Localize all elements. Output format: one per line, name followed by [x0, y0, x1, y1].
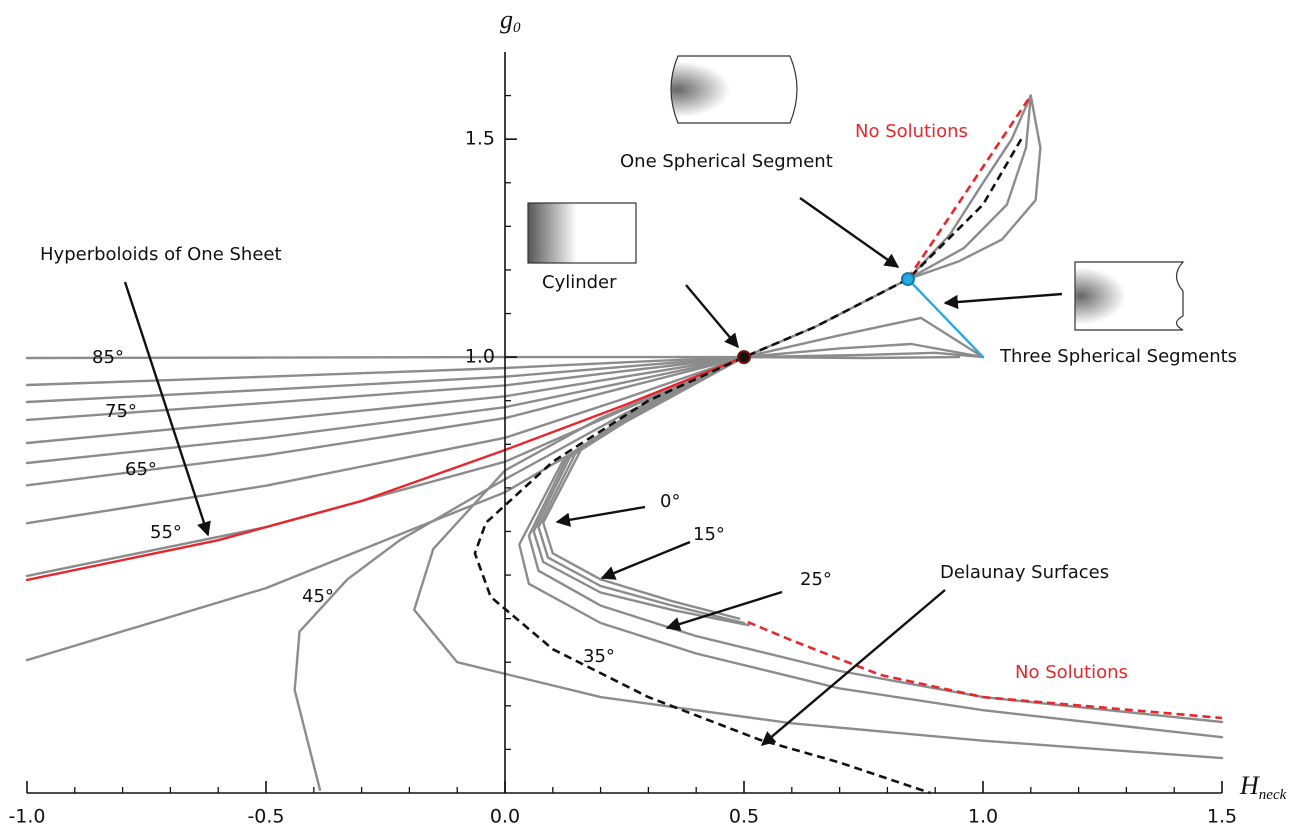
- y-axis-label-sub: 0: [513, 20, 521, 36]
- annotation: 75°: [105, 401, 137, 422]
- annotation: Cylinder: [542, 272, 617, 293]
- annotation: 85°: [92, 347, 124, 368]
- annotation: Delaunay Surfaces: [940, 562, 1109, 583]
- annotation: One Spherical Segment: [620, 151, 833, 172]
- marker-point: [738, 351, 750, 363]
- x-axis-label-main: H: [1239, 771, 1260, 800]
- annotation: 0°: [660, 491, 680, 512]
- annotation: No Solutions: [855, 121, 968, 142]
- annotation-arrow: [686, 285, 738, 347]
- x-axis-label-sub: neck: [1259, 787, 1287, 803]
- annotation: 35°: [583, 646, 615, 667]
- x-tick-label: 1.0: [968, 806, 998, 828]
- annotation-arrow: [602, 542, 690, 578]
- icons: [528, 56, 1183, 330]
- annotation: 25°: [800, 569, 832, 590]
- y-tick-label: 1.5: [465, 128, 495, 150]
- y-axis-label-main: g: [500, 5, 513, 34]
- curve: [27, 357, 744, 358]
- annotation: 45°: [302, 586, 334, 607]
- annotation-arrow: [762, 590, 945, 745]
- annotation-arrow: [557, 507, 645, 522]
- annotation: 55°: [150, 522, 182, 543]
- annotation-arrow: [667, 592, 782, 628]
- x-tick-label: 1.5: [1207, 806, 1237, 828]
- curve: [295, 357, 744, 790]
- annotation-arrow: [800, 198, 898, 267]
- x-tick-label: -1.0: [8, 806, 45, 828]
- y-tick-label: 1.0: [465, 346, 495, 368]
- icon-cylinder: [528, 203, 636, 263]
- curve: [744, 357, 959, 358]
- x-axis-label: Hneck: [1239, 771, 1287, 803]
- chart: -1.0 -0.5 0.0 0.5 1.0 1.5 1.0 1.5 g0 Hneck Hype…: [0, 0, 1304, 831]
- annotation: No Solutions: [1015, 662, 1128, 683]
- annotation: 15°: [693, 524, 725, 545]
- annotation: Three Spherical Segments: [999, 346, 1237, 367]
- x-tick-label: 0.5: [729, 806, 759, 828]
- x-tick-label: -0.5: [247, 806, 284, 828]
- annotation: 65°: [125, 459, 157, 480]
- curve: [539, 357, 745, 623]
- x-tick-label: 0.0: [490, 806, 520, 828]
- marker-point: [902, 273, 914, 285]
- y-axis-label: g0: [500, 5, 521, 36]
- icon-three-segments: [1075, 262, 1183, 330]
- curve: [748, 622, 1222, 718]
- icon-one-segment: [671, 56, 797, 123]
- annotation: Hyperboloids of One Sheet: [40, 244, 282, 265]
- annotation-arrow: [945, 294, 1062, 303]
